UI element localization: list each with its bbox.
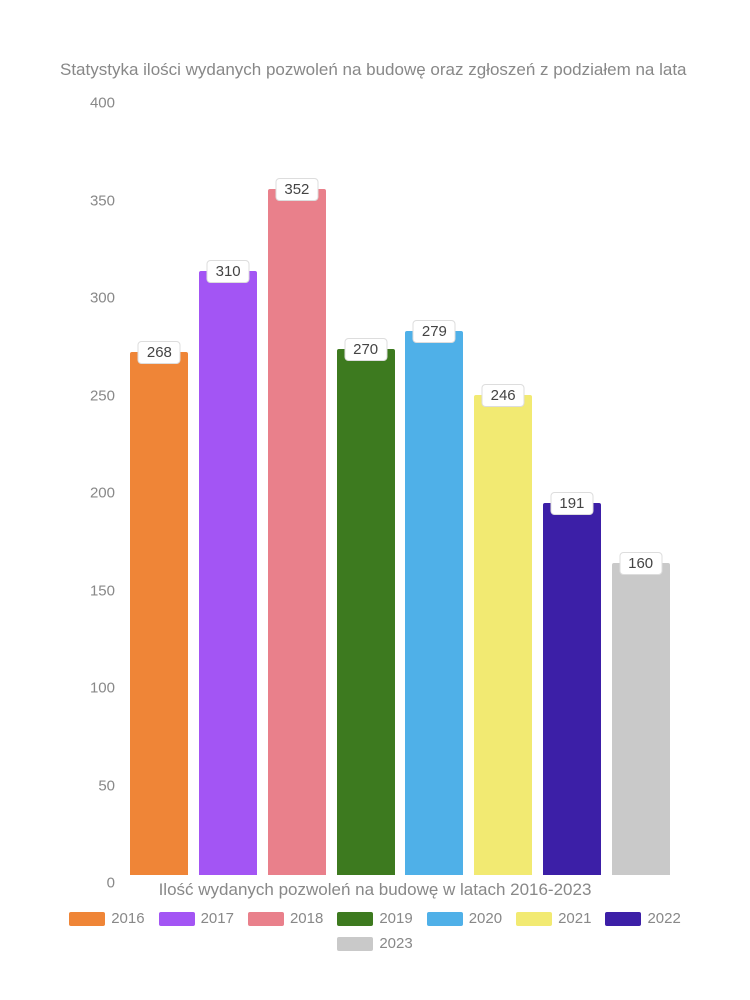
- legend-item-2016: 2016: [69, 910, 144, 927]
- legend-item-2019: 2019: [337, 910, 412, 927]
- y-tick-label: 400: [65, 95, 115, 112]
- legend-swatch: [337, 912, 373, 926]
- legend-swatch: [69, 912, 105, 926]
- y-tick-label: 150: [65, 582, 115, 599]
- legend-item-2018: 2018: [248, 910, 323, 927]
- bar-2017: 310: [194, 95, 263, 875]
- bar-rect: 268: [130, 352, 188, 875]
- bar-rect: 310: [199, 271, 257, 876]
- bar-rect: 160: [612, 563, 670, 875]
- y-tick-label: 200: [65, 485, 115, 502]
- legend-label: 2016: [111, 910, 144, 927]
- legend-swatch: [337, 937, 373, 951]
- legend-label: 2017: [201, 910, 234, 927]
- bar-2019: 270: [331, 95, 400, 875]
- legend-item-2023: 2023: [337, 935, 412, 952]
- legend-swatch: [248, 912, 284, 926]
- bar-rect: 279: [405, 331, 463, 875]
- bar-value-label: 160: [619, 552, 662, 575]
- bar-rect: 270: [337, 349, 395, 876]
- legend-label: 2019: [379, 910, 412, 927]
- bar-2022: 191: [538, 95, 607, 875]
- bar-value-label: 268: [138, 341, 181, 364]
- legend-swatch: [159, 912, 195, 926]
- bar-value-label: 246: [482, 384, 525, 407]
- legend-item-2017: 2017: [159, 910, 234, 927]
- bar-rect: 191: [543, 503, 601, 875]
- legend-label: 2022: [647, 910, 680, 927]
- bar-2016: 268: [125, 95, 194, 875]
- legend-item-2021: 2021: [516, 910, 591, 927]
- chart-title: Statystyka ilości wydanych pozwoleń na b…: [60, 60, 687, 80]
- bar-value-label: 310: [207, 260, 250, 283]
- bar-rect: 246: [474, 395, 532, 875]
- bar-2021: 246: [469, 95, 538, 875]
- legend-label: 2021: [558, 910, 591, 927]
- y-tick-label: 250: [65, 387, 115, 404]
- chart-plot-area: 050100150200250300350400 268310352270279…: [120, 95, 680, 875]
- y-tick-label: 300: [65, 290, 115, 307]
- chart-legend: 2016 2017 2018 2019 2020 2021 2022 2023: [60, 910, 690, 952]
- legend-swatch: [427, 912, 463, 926]
- bar-2018: 352: [263, 95, 332, 875]
- y-tick-label: 50: [65, 777, 115, 794]
- y-axis: 050100150200250300350400: [65, 95, 115, 875]
- bar-2020: 279: [400, 95, 469, 875]
- legend-swatch: [516, 912, 552, 926]
- legend-item-2020: 2020: [427, 910, 502, 927]
- bar-rect: 352: [268, 189, 326, 875]
- bar-value-label: 191: [550, 492, 593, 515]
- x-axis-label: Ilość wydanych pozwoleń na budowę w lata…: [0, 880, 750, 900]
- legend-swatch: [605, 912, 641, 926]
- legend-label: 2023: [379, 935, 412, 952]
- bars-container: 268310352270279246191160: [120, 95, 680, 875]
- y-tick-label: 350: [65, 192, 115, 209]
- bar-value-label: 270: [344, 338, 387, 361]
- legend-label: 2020: [469, 910, 502, 927]
- legend-item-2022: 2022: [605, 910, 680, 927]
- bar-value-label: 279: [413, 320, 456, 343]
- legend-label: 2018: [290, 910, 323, 927]
- bar-2023: 160: [606, 95, 675, 875]
- y-tick-label: 100: [65, 680, 115, 697]
- bar-value-label: 352: [275, 178, 318, 201]
